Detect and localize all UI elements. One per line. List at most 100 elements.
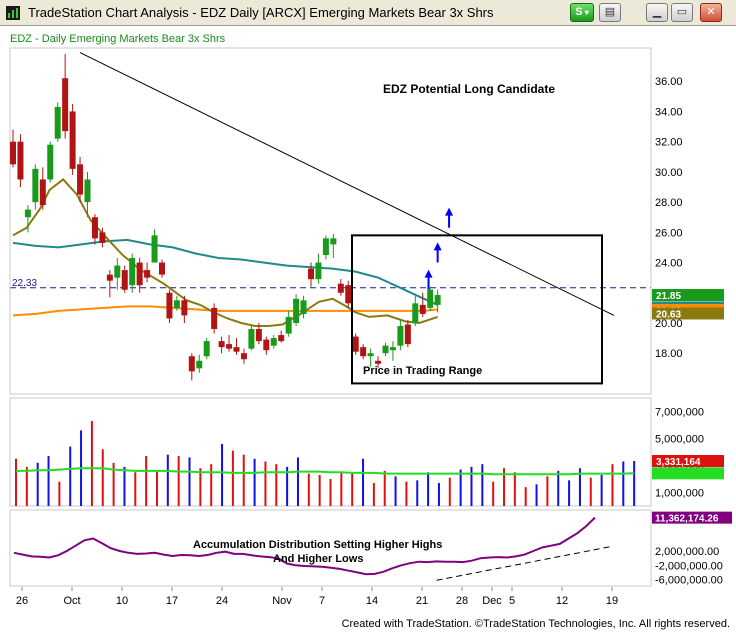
minimize-button[interactable]: ▁ [646, 3, 668, 22]
annotations [79, 52, 615, 385]
dropdown-toggle-icon: ▾ [582, 8, 589, 17]
ad-pane-border [9, 509, 652, 587]
price-tag-label: 21.85 [656, 291, 681, 302]
date-tick-label: 10 [116, 595, 128, 607]
candle-body [24, 209, 31, 218]
status-indicator-label: S [575, 6, 583, 18]
price-tick-label: 26.00 [655, 227, 683, 239]
candle-body [285, 316, 292, 334]
date-tick-label: 14 [366, 595, 378, 607]
price-tick-label: 32.00 [655, 137, 683, 149]
price-tag-label: 20.63 [656, 309, 681, 320]
volume-tick-label: 7,000,000 [655, 407, 704, 419]
volume-last-label: 3,331,164 [656, 457, 701, 468]
status-indicator-button[interactable]: S ▾ [570, 3, 594, 22]
ad-trendline [436, 546, 611, 581]
restore-icon: ▤ [604, 6, 616, 18]
candle-body [293, 298, 300, 323]
price-gridlines: 22.33 [10, 278, 651, 289]
chart-area[interactable]: 22.33 18.0020.0022.0024.0026.0028.0030.0… [0, 26, 736, 616]
ad-line [13, 516, 596, 576]
candle-body [17, 141, 24, 180]
candle-body [233, 347, 240, 352]
candle-body [166, 292, 173, 319]
restore-button[interactable]: ▤ [599, 3, 621, 22]
candle-body [434, 295, 441, 305]
moving-averages [12, 178, 439, 327]
window-title: TradeStation Chart Analysis - EDZ Daily … [28, 5, 494, 20]
candle-body [278, 335, 285, 342]
ad-tick-label: -6,000,000.00 [655, 575, 723, 587]
candle-body [211, 307, 218, 330]
candle-body [337, 283, 344, 293]
date-tick-label: 21 [416, 595, 428, 607]
candle-body [136, 262, 143, 286]
date-axis: 26 Oct 10 17 24 Nov 7 14 21 28 Dec 5 12 19 [16, 587, 618, 607]
annotation-title: EDZ Potential Long Candidate [383, 82, 555, 96]
reference-line-label: 22.33 [12, 278, 37, 289]
ad-last-label: 11,362,174.26 [655, 514, 719, 525]
date-tick-label: 19 [606, 595, 618, 607]
candle-body [352, 336, 359, 352]
candle-body [173, 300, 180, 308]
ad-tick-label: -2,000,000.00 [655, 560, 723, 572]
candle-body [218, 341, 225, 348]
up-arrow-head [445, 207, 454, 216]
price-tick-label: 18.00 [655, 348, 683, 360]
candle-body [32, 168, 39, 203]
candle-body [99, 232, 106, 243]
price-pane-border [9, 47, 652, 395]
trading-range-box [351, 234, 603, 385]
date-tick-label: 24 [216, 595, 228, 607]
candle-body [360, 347, 367, 357]
candle-body [39, 179, 46, 206]
candle-body [129, 258, 136, 286]
candle-body [404, 324, 411, 345]
date-tick-label: Oct [63, 595, 80, 607]
chart-svg[interactable]: 22.33 18.0020.0022.0024.0026.0028.0030.0… [0, 26, 736, 616]
trading-range-label: Price in Trading Range [363, 365, 482, 377]
candle-body [389, 347, 396, 351]
maximize-icon: ▭ [676, 6, 688, 18]
window-titlebar: TradeStation Chart Analysis - EDZ Daily … [0, 0, 736, 26]
price-tick-label: 34.00 [655, 106, 683, 118]
price-tag [652, 307, 724, 320]
candle-body [121, 270, 128, 290]
date-tick-label: 7 [319, 595, 325, 607]
date-tick-label: 17 [166, 595, 178, 607]
volume-series [15, 420, 636, 506]
candle-body [345, 285, 352, 304]
minimize-icon: ▁ [652, 6, 662, 18]
footer: Created with TradeStation. ©TradeStation… [0, 616, 736, 632]
candle-body [322, 238, 329, 255]
ad-axis: 2,000,000.00 -2,000,000.00 -6,000,000.00 [655, 546, 723, 587]
candle-body [77, 164, 84, 195]
sma-orange-line [12, 305, 438, 317]
volume-avg-tag [652, 467, 724, 480]
candle-body [114, 265, 121, 278]
sma-olive-line [12, 178, 439, 327]
tradestation-logo-icon [6, 6, 20, 20]
candle-body [91, 217, 98, 239]
candle-body [47, 144, 54, 180]
candle-body [330, 238, 337, 245]
volume-tick-label: 5,000,000 [655, 434, 704, 446]
candle-body [196, 360, 203, 369]
candle-body [69, 111, 76, 169]
close-button[interactable]: ✕ [700, 3, 722, 22]
date-tick-label: Nov [272, 595, 292, 607]
maximize-button[interactable]: ▭ [671, 3, 693, 22]
candle-body [382, 345, 389, 354]
date-tick-label: 5 [509, 595, 515, 607]
candle-body [315, 262, 322, 280]
copyright-text: Created with TradeStation. ©TradeStation… [341, 618, 730, 630]
candle-body [151, 235, 158, 263]
candle-body [255, 329, 262, 342]
price-tick-label: 20.00 [655, 318, 683, 330]
candle-body [181, 300, 188, 316]
volume-average-line [16, 467, 635, 476]
ad-tick-label: 2,000,000.00 [655, 546, 719, 558]
price-tag [652, 289, 724, 302]
chart-title: EDZ - Daily Emerging Markets Bear 3x Shr… [10, 33, 226, 45]
price-axis: 18.0020.0022.0024.0026.0028.0030.0032.00… [655, 76, 683, 360]
